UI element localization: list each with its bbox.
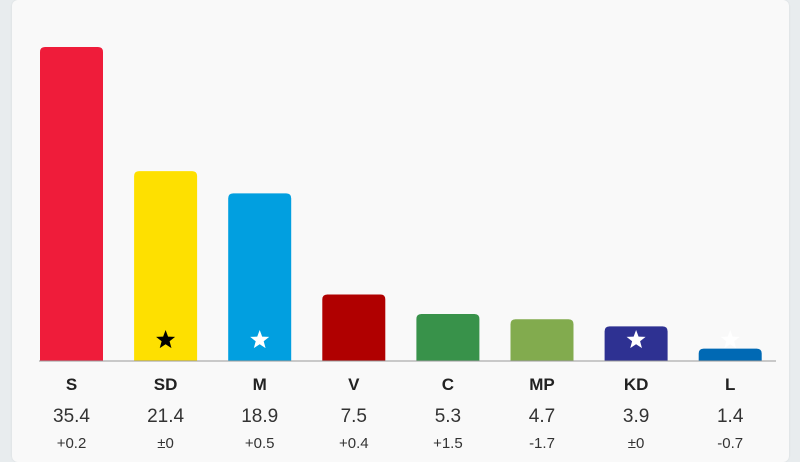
party-label: S — [66, 375, 77, 394]
value-label: 35.4 — [53, 406, 90, 427]
chart-card: S 35.4 +0.2 SD 21.4 ±0 M 18.9 +0.5 V 7.5 +0.4 C 5.3 +1… — [12, 0, 789, 462]
value-label: 7.5 — [341, 406, 367, 427]
labels-group: S 35.4 +0.2 SD 21.4 ±0 M 18.9 +0.5 V 7.5 +0.4 C 5.3 +1… — [53, 375, 744, 452]
bar-mp — [510, 319, 574, 361]
value-label: 5.3 — [435, 406, 461, 427]
value-label: 1.4 — [717, 406, 744, 427]
bar-sd — [134, 171, 198, 361]
bar-v — [322, 294, 386, 361]
party-label: M — [253, 375, 267, 394]
change-label: +0.2 — [57, 435, 87, 452]
change-label: ±0 — [157, 435, 174, 452]
change-label: -0.7 — [717, 435, 743, 452]
change-label: +1.5 — [433, 435, 463, 452]
party-label: C — [442, 375, 454, 394]
bars-group — [40, 47, 762, 361]
value-label: 3.9 — [623, 406, 649, 427]
bar-c — [416, 313, 480, 361]
star-icon — [250, 330, 270, 349]
change-label: -1.7 — [529, 435, 555, 452]
party-label: SD — [154, 375, 178, 394]
bar-s — [40, 47, 103, 361]
change-label: +0.4 — [339, 435, 369, 452]
party-label: L — [725, 375, 735, 394]
change-label: ±0 — [628, 435, 645, 452]
value-label: 18.9 — [241, 406, 278, 427]
star-icon — [720, 330, 740, 349]
value-label: 21.4 — [147, 406, 184, 427]
change-label: +0.5 — [245, 435, 275, 452]
bar-l — [698, 348, 762, 361]
bar-m — [228, 193, 292, 361]
party-label: KD — [624, 375, 649, 394]
bar-chart: S 35.4 +0.2 SD 21.4 ±0 M 18.9 +0.5 V 7.5 +0.4 C 5.3 +1… — [39, 47, 776, 452]
star-icon — [156, 330, 176, 349]
party-label: MP — [529, 375, 555, 394]
star-icon — [626, 330, 646, 349]
value-label: 4.7 — [529, 406, 555, 427]
party-label: V — [348, 375, 360, 394]
